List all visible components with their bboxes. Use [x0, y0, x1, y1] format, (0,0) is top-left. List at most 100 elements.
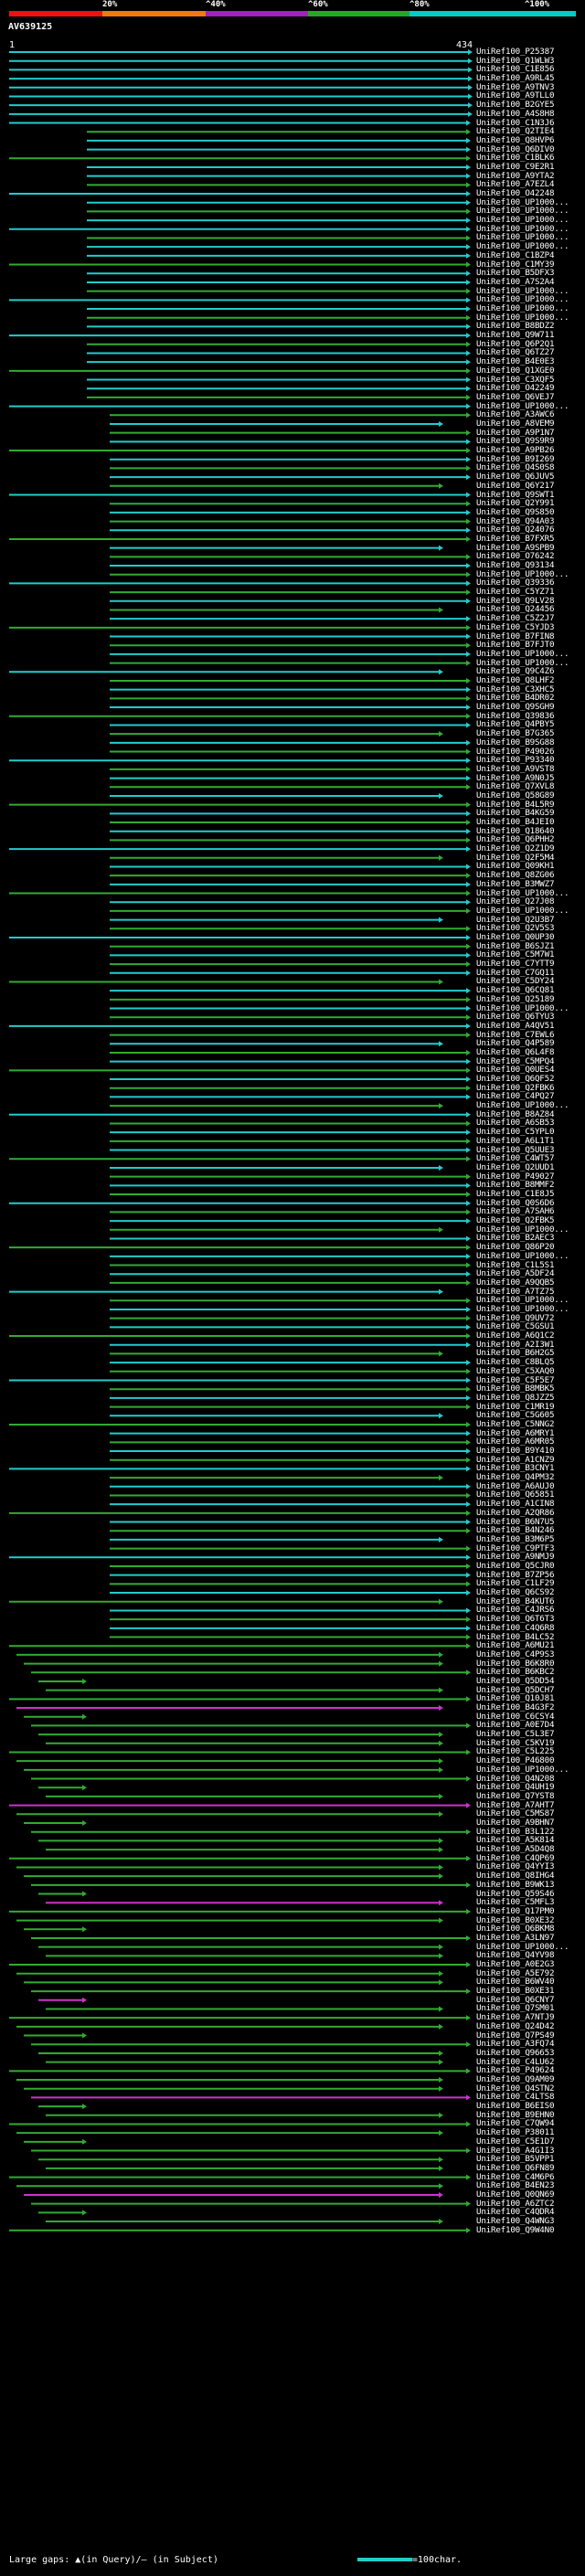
hit-label[interactable]: UniRef100_Q5DD54	[476, 1675, 555, 1686]
hit-label[interactable]: UniRef100_A9YTA2	[476, 170, 555, 181]
hit-label[interactable]: UniRef100_P38011	[476, 2127, 555, 2138]
hit-label[interactable]: UniRef100_Q9AM09	[476, 2074, 555, 2084]
hit-label[interactable]: UniRef100_Q8HVP6	[476, 134, 555, 145]
hit-label[interactable]: UniRef100_Q9W4N0	[476, 2224, 555, 2235]
hit-label[interactable]: UniRef100_Q9S9R9	[476, 436, 555, 447]
hit-label[interactable]: UniRef100_A9TNV3	[476, 81, 555, 92]
hit-label[interactable]: UniRef100_A2QR86	[476, 1507, 555, 1518]
hit-label[interactable]: UniRef100_A5D4Q8	[476, 1844, 555, 1855]
hit-label[interactable]: UniRef100_B4KG59	[476, 808, 555, 819]
hit-label[interactable]: UniRef100_Q10J81	[476, 1693, 555, 1704]
hit-label[interactable]: UniRef100_O42248	[476, 188, 555, 199]
hit-label[interactable]: UniRef100_A6Q1C2	[476, 1330, 555, 1341]
hit-label[interactable]: UniRef100_Q2Z1D9	[476, 843, 555, 854]
hit-label[interactable]: UniRef100_A7TZ75	[476, 1286, 555, 1297]
hit-label[interactable]: UniRef100_Q9SGH9	[476, 702, 555, 713]
hit-label[interactable]: UniRef100_UP1000...	[476, 648, 569, 659]
hit-label[interactable]: UniRef100_C3XQF5	[476, 374, 555, 385]
hit-label[interactable]: UniRef100_A3LN97	[476, 1932, 555, 1943]
hit-label[interactable]: UniRef100_B0XE31	[476, 1986, 555, 1997]
hit-label[interactable]: UniRef100_A4G1I3	[476, 2145, 555, 2156]
hit-label[interactable]: UniRef100_Q4P589	[476, 1038, 555, 1049]
hit-label[interactable]: UniRef100_C9PTF3	[476, 1542, 555, 1553]
hit-label[interactable]: UniRef100_Q4STN2	[476, 2083, 555, 2094]
hit-label[interactable]: UniRef100_UP1000...	[476, 1303, 569, 1314]
hit-label[interactable]: UniRef100_A6MRY1	[476, 1427, 555, 1438]
hit-label[interactable]: UniRef100_Q4UH19	[476, 1782, 555, 1793]
hit-label[interactable]: UniRef100_A6L1T1	[476, 1135, 555, 1146]
hit-label[interactable]: UniRef100_C4QDR4	[476, 2207, 555, 2218]
hit-label[interactable]: UniRef100_Q6Y217	[476, 480, 555, 491]
hit-label[interactable]: UniRef100_C3XHC5	[476, 684, 555, 694]
hit-label[interactable]: UniRef100_C5F5E7	[476, 1374, 555, 1385]
hit-label[interactable]: UniRef100_C1MR19	[476, 1401, 555, 1412]
hit-label[interactable]: UniRef100_B5VPP1	[476, 2154, 555, 2165]
hit-label[interactable]: UniRef100_B6H2G5	[476, 1348, 555, 1359]
hit-label[interactable]: UniRef100_UP1000...	[476, 312, 569, 323]
hit-label[interactable]: UniRef100_Q8LHF2	[476, 674, 555, 685]
hit-label[interactable]: UniRef100_B4G3F2	[476, 1702, 555, 1713]
hit-label[interactable]: UniRef100_Q4WNG3	[476, 2216, 555, 2227]
hit-label[interactable]: UniRef100_A3AWC6	[476, 409, 555, 420]
hit-label[interactable]: UniRef100_Q7XVL8	[476, 781, 555, 792]
hit-label[interactable]: UniRef100_P25387	[476, 47, 555, 57]
hit-label[interactable]: UniRef100_A9SPB9	[476, 542, 555, 553]
hit-label[interactable]: UniRef100_B4LC52	[476, 1631, 555, 1642]
hit-label[interactable]: UniRef100_UP1000...	[476, 196, 569, 207]
hit-label[interactable]: UniRef100_A9QQB5	[476, 1277, 555, 1288]
hit-label[interactable]: UniRef100_Q4N208	[476, 1773, 555, 1784]
hit-label[interactable]: UniRef100_C4LTS8	[476, 2092, 555, 2103]
hit-label[interactable]: UniRef100_C5NNG2	[476, 1418, 555, 1429]
hit-label[interactable]: UniRef100_Q6QF52	[476, 1074, 555, 1085]
hit-label[interactable]: UniRef100_C5L225	[476, 1746, 555, 1757]
hit-label[interactable]: UniRef100_C1BLK6	[476, 153, 555, 164]
hit-label[interactable]: UniRef100_B3MWZ7	[476, 878, 555, 889]
hit-label[interactable]: UniRef100_C4PQ27	[476, 1091, 555, 1102]
hit-label[interactable]: UniRef100_Q6PHH2	[476, 834, 555, 845]
hit-label[interactable]: UniRef100_Q2F5M4	[476, 852, 555, 863]
hit-label[interactable]: UniRef100_Q8ZG06	[476, 870, 555, 881]
hit-label[interactable]: UniRef100_C1E8J5	[476, 1189, 555, 1199]
hit-label[interactable]: UniRef100_Q8JZZ5	[476, 1392, 555, 1403]
hit-label[interactable]: UniRef100_C5L3E7	[476, 1729, 555, 1740]
hit-label[interactable]: UniRef100_A9PB26	[476, 445, 555, 456]
hit-label[interactable]: UniRef100_P49624	[476, 2065, 555, 2076]
hit-label[interactable]: UniRef100_B3M6P5	[476, 1533, 555, 1544]
hit-label[interactable]: UniRef100_A7AHT7	[476, 1799, 555, 1810]
hit-label[interactable]: UniRef100_C9E2R1	[476, 161, 555, 172]
hit-label[interactable]: UniRef100_Q25189	[476, 993, 555, 1004]
hit-label[interactable]: UniRef100_UP1000...	[476, 223, 569, 234]
hit-label[interactable]: UniRef100_A5DF24	[476, 1268, 555, 1279]
hit-label[interactable]: UniRef100_A1CNZ9	[476, 1454, 555, 1465]
hit-label[interactable]: UniRef100_A9N0J5	[476, 772, 555, 783]
hit-label[interactable]: UniRef100_B4DR02	[476, 693, 555, 704]
hit-label[interactable]: UniRef100_P49026	[476, 746, 555, 757]
hit-label[interactable]: UniRef100_A8VEM9	[476, 418, 555, 429]
hit-label[interactable]: UniRef100_C4LU62	[476, 2056, 555, 2067]
hit-label[interactable]: UniRef100_C1MY39	[476, 259, 555, 270]
hit-label[interactable]: UniRef100_A4S8H8	[476, 108, 555, 119]
hit-label[interactable]: UniRef100_Q94A03	[476, 515, 555, 526]
hit-label[interactable]: UniRef100_UP1000...	[476, 1100, 569, 1111]
hit-label[interactable]: UniRef100_C5YPL0	[476, 1127, 555, 1138]
hit-label[interactable]: UniRef100_A2I3W1	[476, 1339, 555, 1350]
hit-label[interactable]: UniRef100_UP1000...	[476, 568, 569, 579]
hit-label[interactable]: UniRef100_UP1000...	[476, 232, 569, 243]
hit-label[interactable]: UniRef100_Q9S850	[476, 506, 555, 517]
hit-label[interactable]: UniRef100_C5MFL3	[476, 1897, 555, 1908]
hit-label[interactable]: UniRef100_C6CSY4	[476, 1711, 555, 1722]
hit-label[interactable]: UniRef100_UP1000...	[476, 905, 569, 916]
hit-label[interactable]: UniRef100_Q93134	[476, 560, 555, 571]
hit-label[interactable]: UniRef100_C7QW94	[476, 2118, 555, 2129]
hit-label[interactable]: UniRef100_Q27J08	[476, 896, 555, 907]
hit-label[interactable]: UniRef100_P49027	[476, 1171, 555, 1182]
hit-label[interactable]: UniRef100_C5YZ71	[476, 587, 555, 598]
hit-label[interactable]: UniRef100_Q2FBK5	[476, 1215, 555, 1226]
hit-label[interactable]: UniRef100_B4N246	[476, 1525, 555, 1536]
hit-label[interactable]: UniRef100_C5XAQ0	[476, 1365, 555, 1376]
hit-label[interactable]: UniRef100_P46800	[476, 1755, 555, 1766]
hit-label[interactable]: UniRef100_Q65851	[476, 1489, 555, 1500]
hit-label[interactable]: UniRef100_C5E1D7	[476, 2136, 555, 2147]
hit-label[interactable]: UniRef100_B3L122	[476, 1826, 555, 1837]
hit-label[interactable]: UniRef100_Q6L4F8	[476, 1046, 555, 1057]
